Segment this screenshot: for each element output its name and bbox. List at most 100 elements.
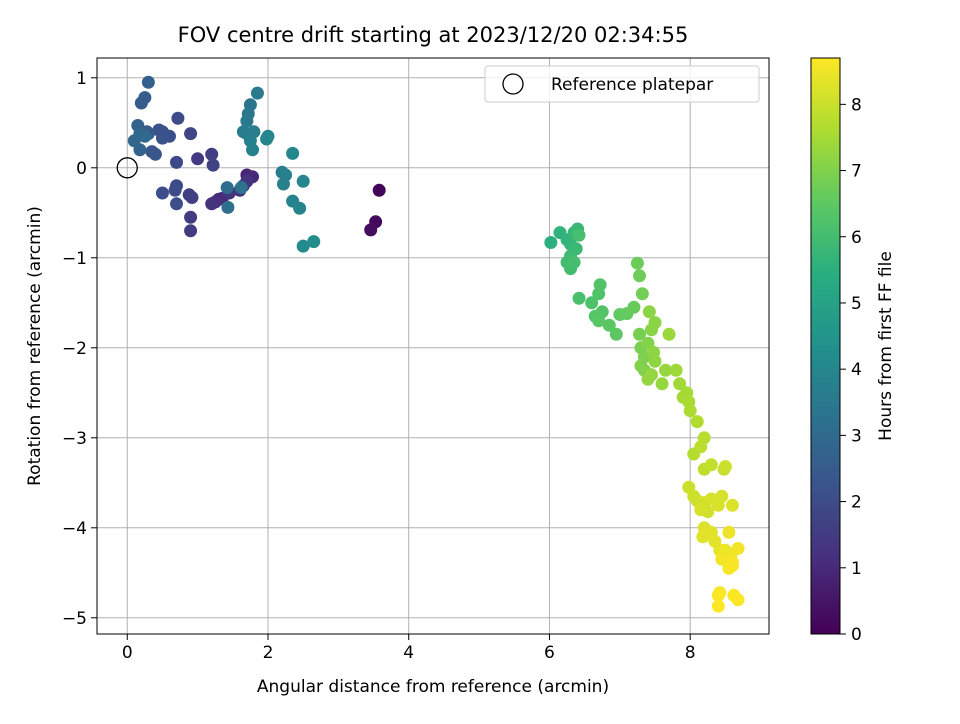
data-point <box>240 114 254 128</box>
data-point <box>168 183 182 197</box>
data-point <box>696 530 710 544</box>
data-point <box>567 255 581 269</box>
legend-entry-label: Reference platepar <box>551 75 713 95</box>
data-point <box>170 197 184 211</box>
y-tick-label: −2 <box>62 339 87 359</box>
data-point <box>185 191 199 204</box>
data-point <box>138 129 152 143</box>
data-point <box>641 372 655 386</box>
y-tick-label: −3 <box>62 429 87 449</box>
colorbar-tick-label: 7 <box>851 162 862 182</box>
data-point <box>662 327 676 341</box>
plot-frame <box>96 57 770 635</box>
y-tick-label: −1 <box>62 249 87 269</box>
data-point <box>630 256 644 270</box>
colorbar-label: Hours from first FF file <box>876 251 896 441</box>
data-point <box>731 593 745 607</box>
data-point <box>635 287 649 301</box>
data-point <box>246 143 260 157</box>
colorbar-tick-label: 6 <box>851 228 862 248</box>
data-point <box>627 300 641 314</box>
x-tick-label: 4 <box>403 643 414 663</box>
colorbar-tick-label: 4 <box>851 360 862 380</box>
data-point <box>725 559 739 573</box>
data-point <box>715 489 729 503</box>
data-point <box>633 269 647 283</box>
data-point <box>669 363 683 377</box>
data-point <box>694 503 708 517</box>
data-point <box>145 145 159 159</box>
data-point <box>205 197 219 211</box>
data-point <box>205 147 219 161</box>
x-axis-ticks: 0 2 4 6 8 <box>122 634 696 663</box>
data-point <box>711 599 725 613</box>
legend-box <box>484 65 760 103</box>
data-point <box>221 200 235 214</box>
data-point <box>633 327 647 341</box>
data-point <box>171 111 185 125</box>
data-point <box>648 354 662 368</box>
data-point <box>170 155 184 169</box>
data-point <box>141 75 155 89</box>
data-point <box>184 224 198 238</box>
grid <box>97 58 769 634</box>
data-point <box>184 210 198 224</box>
data-point <box>191 152 205 166</box>
data-point <box>250 86 264 100</box>
data-point <box>572 291 586 305</box>
data-point <box>155 131 169 145</box>
colorbar-tick-label: 3 <box>851 426 862 446</box>
data-point <box>592 314 606 328</box>
data-point <box>585 296 599 310</box>
x-tick-label: 2 <box>263 643 274 663</box>
data-point <box>296 174 310 188</box>
data-point <box>155 186 169 200</box>
data-point <box>138 91 152 105</box>
data-point <box>704 458 718 472</box>
colorbar-ticks: 0 1 2 3 4 5 6 7 8 <box>840 95 862 645</box>
data-point <box>220 181 234 195</box>
chart-title: FOV centre drift starting at 2023/12/20 … <box>178 23 689 47</box>
y-axis-label: Rotation from reference (arcmin) <box>25 206 45 486</box>
data-point <box>659 363 673 377</box>
data-point <box>711 588 725 602</box>
data-point <box>725 498 739 512</box>
data-point <box>286 146 300 160</box>
data-points <box>127 75 745 613</box>
y-axis-ticks: 1 0 −1 −2 −3 −4 −5 <box>62 69 97 629</box>
data-point <box>673 377 687 391</box>
data-point <box>715 552 729 566</box>
data-point <box>593 278 607 292</box>
colorbar-tick-label: 1 <box>851 559 862 579</box>
colorbar-tick-label: 0 <box>851 625 862 645</box>
data-point <box>731 542 745 555</box>
data-point <box>690 415 704 429</box>
y-tick-label: 0 <box>76 159 87 179</box>
data-point <box>718 460 732 474</box>
data-point <box>206 158 220 172</box>
legend: Reference platepar <box>484 65 760 103</box>
colorbar-tick-label: 8 <box>851 95 862 115</box>
data-point <box>296 239 310 253</box>
data-point <box>722 525 736 539</box>
data-point <box>655 377 669 391</box>
reference-platepar-marker <box>116 157 138 179</box>
colorbar <box>810 57 841 635</box>
data-point <box>293 201 307 215</box>
y-tick-label: −4 <box>62 519 87 539</box>
x-tick-label: 8 <box>685 643 696 663</box>
data-point <box>372 183 386 197</box>
data-point <box>648 316 662 330</box>
data-point <box>261 129 275 143</box>
y-tick-label: 1 <box>76 69 87 89</box>
data-point <box>276 177 290 191</box>
data-point <box>234 181 248 195</box>
x-tick-label: 6 <box>544 643 555 663</box>
legend-marker-icon <box>502 73 524 95</box>
x-tick-label: 0 <box>122 643 133 663</box>
data-point <box>642 305 656 319</box>
colorbar-tick-label: 5 <box>851 294 862 314</box>
y-tick-label: −5 <box>62 609 87 629</box>
